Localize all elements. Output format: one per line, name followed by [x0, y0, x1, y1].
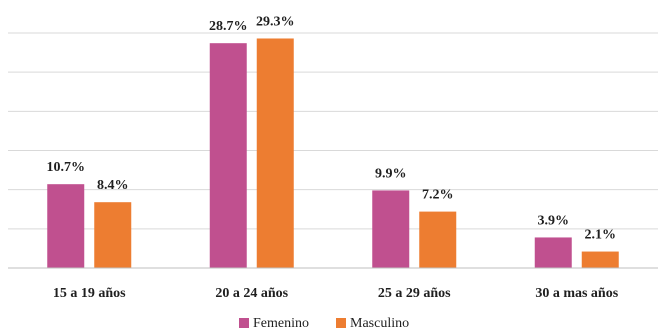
category-tick-label: 15 a 19 años: [53, 286, 126, 301]
legend-swatch-masculino: [336, 318, 346, 328]
category-tick-label: 25 a 29 años: [378, 286, 451, 301]
data-labels: 10.7% 8.4% 28.7% 29.3% 9.9% 7.2% 3.9% 2.1%: [47, 14, 617, 242]
legend-swatch-femenino: [239, 318, 249, 328]
bars: [47, 38, 619, 268]
data-label-femenino: 9.9%: [375, 166, 407, 181]
data-label-femenino: 28.7%: [209, 19, 248, 34]
bar-masculino: [94, 202, 132, 268]
legend: Femenino Masculino: [239, 316, 409, 331]
data-label-femenino: 10.7%: [47, 160, 86, 175]
category-axis: 15 a 19 años 20 a 24 años 25 a 29 años 30 a…: [8, 267, 658, 301]
category-tick-label: 20 a 24 años: [215, 286, 288, 301]
data-label-femenino: 3.9%: [538, 213, 570, 228]
data-label-masculino: 29.3%: [256, 14, 295, 29]
bar-femenino: [209, 43, 247, 268]
legend-label-masculino: Masculino: [350, 316, 409, 331]
bar-masculino: [256, 38, 294, 268]
bar-femenino: [372, 190, 410, 268]
data-label-masculino: 2.1%: [585, 228, 617, 243]
data-label-masculino: 8.4%: [97, 178, 129, 193]
category-tick-label: 30 a mas años: [535, 286, 618, 301]
bar-masculino: [419, 211, 457, 268]
legend-label-femenino: Femenino: [253, 316, 309, 331]
data-label-masculino: 7.2%: [422, 188, 454, 203]
bar-femenino: [534, 237, 572, 268]
bar-femenino: [47, 184, 85, 268]
bar-masculino: [581, 251, 619, 268]
